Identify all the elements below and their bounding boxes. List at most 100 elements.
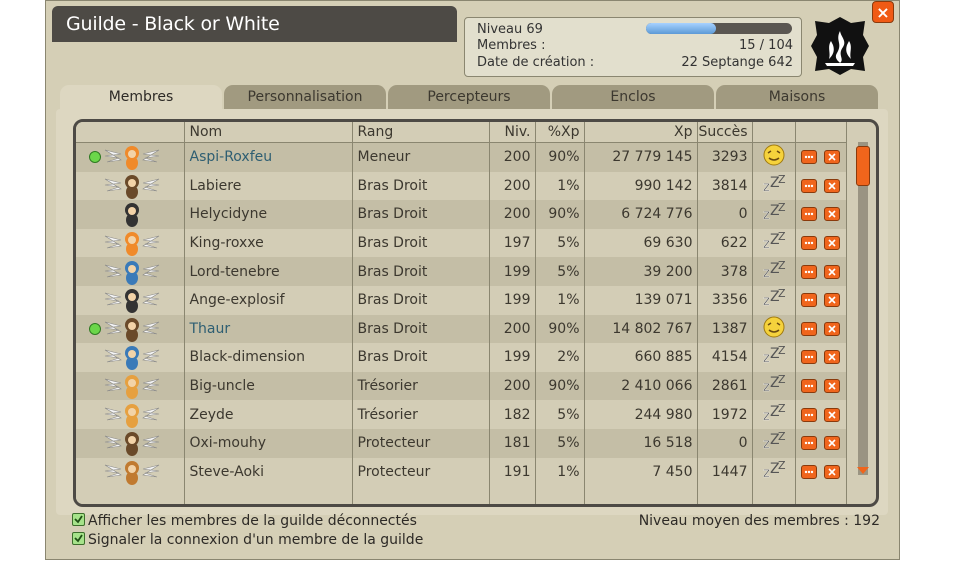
member-success: 4154	[697, 343, 753, 372]
member-menu-button[interactable]	[801, 150, 817, 165]
member-menu-button[interactable]	[801, 293, 817, 308]
svg-text:z: z	[763, 294, 770, 308]
member-name[interactable]: Helycidyne	[184, 200, 353, 229]
member-xp-pct: 1%	[535, 171, 585, 201]
member-success: 622	[697, 228, 753, 258]
tab-percepteurs[interactable]: Percepteurs	[388, 85, 550, 111]
member-menu-button[interactable]	[801, 407, 817, 422]
col-niveau[interactable]: Niv.	[489, 122, 536, 143]
kick-member-button[interactable]	[824, 236, 840, 251]
kick-member-button[interactable]	[824, 178, 840, 193]
member-rank: Trésorier	[352, 371, 490, 401]
table-row[interactable]: Labiere Bras Droit 200 1% 990 142 3814 z Z Z	[76, 171, 847, 201]
kick-member-button[interactable]	[824, 207, 840, 222]
member-name[interactable]: Labiere	[184, 171, 353, 201]
member-name[interactable]: Big-uncle	[184, 371, 353, 401]
kick-member-button[interactable]	[824, 407, 840, 422]
kick-member-button[interactable]	[824, 350, 840, 365]
member-name[interactable]: Thaur	[184, 314, 353, 344]
svg-text:Z: Z	[770, 375, 780, 391]
kick-member-button[interactable]	[824, 436, 840, 451]
member-menu-button[interactable]	[801, 207, 817, 222]
member-rank: Protecteur	[352, 457, 490, 487]
col-xp[interactable]: Xp	[584, 122, 698, 143]
col-nom[interactable]: Nom	[184, 122, 353, 143]
svg-text:Z: Z	[778, 431, 786, 443]
member-name[interactable]: Black-dimension	[184, 343, 353, 372]
avatar	[101, 402, 161, 428]
member-name[interactable]: King-roxxe	[184, 228, 353, 258]
svg-text:z: z	[763, 237, 770, 251]
member-name[interactable]: Lord-tenebre	[184, 257, 353, 286]
guild-window: Guilde - Black or White Niveau 69 Membre…	[45, 0, 900, 560]
member-xp: 660 885	[584, 343, 698, 372]
member-name[interactable]: Zeyde	[184, 400, 353, 429]
member-name[interactable]: Oxi-mouhy	[184, 428, 353, 458]
col-rang[interactable]: Rang	[352, 122, 490, 143]
table-row[interactable]: Big-uncle Trésorier 200 90% 2 410 066 2861 z Z Z	[76, 371, 847, 401]
member-level: 200	[489, 200, 536, 229]
table-row[interactable]: King-roxxe Bras Droit 197 5% 69 630 622 z Z Z	[76, 228, 847, 258]
member-menu-button[interactable]	[801, 178, 817, 193]
kick-member-button[interactable]	[824, 150, 840, 165]
members-scrollbar[interactable]	[855, 142, 871, 475]
table-row[interactable]: Aspi-Roxfeu Meneur 200 90% 27 779 145 3293	[76, 142, 847, 172]
member-menu-button[interactable]	[801, 379, 817, 394]
member-menu-button[interactable]	[801, 436, 817, 451]
close-button[interactable]: ×	[872, 1, 894, 23]
member-rank: Bras Droit	[352, 314, 490, 344]
status-cell	[76, 343, 185, 372]
kick-member-button[interactable]	[824, 293, 840, 308]
member-menu-button[interactable]	[801, 350, 817, 365]
svg-text:Z: Z	[770, 261, 780, 277]
kick-member-button[interactable]	[824, 264, 840, 279]
member-xp: 16 518	[584, 428, 698, 458]
tab-personnalisation[interactable]: Personnalisation	[224, 85, 386, 111]
scrollbar-track[interactable]	[858, 142, 868, 475]
member-level: 181	[489, 428, 536, 458]
table-row[interactable]: Lord-tenebre Bras Droit 199 5% 39 200 378 z Z Z	[76, 257, 847, 286]
table-row[interactable]: Oxi-mouhy Protecteur 181 5% 16 518 0 z Z Z	[76, 428, 847, 458]
member-menu-button[interactable]	[801, 264, 817, 279]
option-notify-connect[interactable]: Signaler la connexion d'un membre de la …	[72, 532, 423, 548]
table-row[interactable]: Steve-Aoki Protecteur 191 1% 7 450 1447 z Z Z	[76, 457, 847, 487]
tab-maisons[interactable]: Maisons	[716, 85, 878, 111]
col-xp-pct[interactable]: %Xp	[535, 122, 585, 143]
window-title: Guilde - Black or White	[66, 13, 280, 35]
tab-membres[interactable]: Membres	[60, 85, 222, 113]
kick-member-button[interactable]	[824, 464, 840, 479]
member-name[interactable]: Steve-Aoki	[184, 457, 353, 487]
table-row[interactable]: Thaur Bras Droit 200 90% 14 802 767 1387	[76, 314, 847, 344]
title-bar[interactable]: Guilde - Black or White	[52, 6, 457, 38]
option-notify-connect-label: Signaler la connexion d'un membre de la …	[88, 532, 424, 548]
col-mood	[752, 122, 796, 143]
table-row[interactable]: Ange-explosif Bras Droit 199 1% 139 071 3356 z…	[76, 285, 847, 315]
member-menu-button[interactable]	[801, 321, 817, 336]
members-panel: Nom Rang Niv. %Xp Xp Succès Aspi-Roxfeu M…	[56, 109, 888, 515]
member-name[interactable]: Ange-explosif	[184, 285, 353, 315]
option-show-offline[interactable]: Afficher les membres de la guilde déconn…	[72, 513, 417, 529]
kick-member-button[interactable]	[824, 321, 840, 336]
avatar	[101, 201, 161, 228]
table-row[interactable]: Zeyde Trésorier 182 5% 244 980 1972 z Z Z	[76, 400, 847, 429]
col-succes[interactable]: Succès	[697, 122, 753, 143]
kick-member-button[interactable]	[824, 379, 840, 394]
online-dot-icon	[89, 151, 101, 164]
table-row[interactable]: Black-dimension Bras Droit 199 2% 660 885 415…	[76, 343, 847, 372]
tab-enclos[interactable]: Enclos	[552, 85, 714, 111]
member-name[interactable]: Aspi-Roxfeu	[184, 142, 353, 172]
checkbox-checked-icon[interactable]	[72, 532, 85, 545]
checkbox-checked-icon[interactable]	[72, 513, 85, 526]
table-row[interactable]: Helycidyne Bras Droit 200 90% 6 724 776 0 z Z Z	[76, 200, 847, 229]
member-xp-pct: 5%	[535, 400, 585, 429]
member-menu-button[interactable]	[801, 236, 817, 251]
member-success: 3356	[697, 285, 753, 315]
scrollbar-thumb[interactable]	[856, 146, 870, 186]
member-success: 1387	[697, 314, 753, 344]
member-menu-button[interactable]	[801, 464, 817, 479]
scroll-down-icon[interactable]	[857, 467, 869, 475]
member-actions	[795, 314, 847, 344]
status-cell	[76, 285, 185, 315]
